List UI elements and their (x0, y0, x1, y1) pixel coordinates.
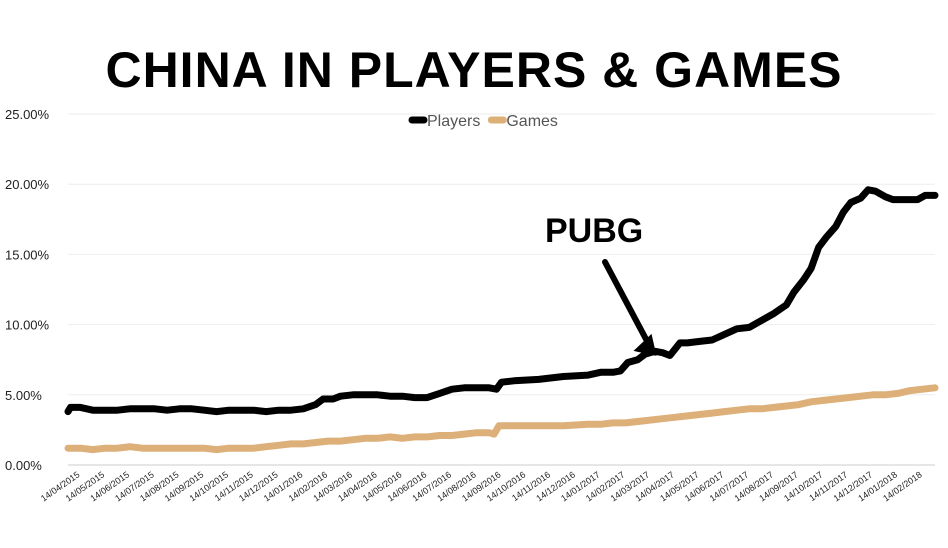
y-tick-label: 25.00% (5, 107, 50, 122)
x-axis-tick-labels: 14/04/201514/05/201514/06/201514/07/2015… (39, 469, 924, 503)
y-tick-label: 20.00% (5, 177, 50, 192)
legend-label: Players (427, 113, 480, 130)
annotation-arrow-head (633, 333, 657, 356)
gridlines (68, 113, 935, 466)
series-line-games (64, 384, 939, 454)
y-tick-label: 10.00% (5, 318, 50, 333)
series-line-players (64, 186, 939, 416)
legend: Players Games (408, 113, 558, 130)
chart-title: CHINA IN PLAYERS & GAMES (105, 42, 843, 98)
y-tick-label: 5.00% (5, 388, 42, 403)
legend-label: Games (506, 113, 558, 130)
series-lines (64, 186, 939, 454)
y-tick-label: 15.00% (5, 247, 50, 262)
annotation-label: PUBG (545, 212, 643, 250)
y-tick-label: 0.00% (5, 458, 42, 473)
annotation-arrow-shaft (602, 259, 652, 347)
y-axis-tick-labels: 0.00% 5.00% 10.00% 15.00% 20.00% 25.00% (5, 107, 50, 473)
annotations: PUBG (545, 212, 657, 356)
